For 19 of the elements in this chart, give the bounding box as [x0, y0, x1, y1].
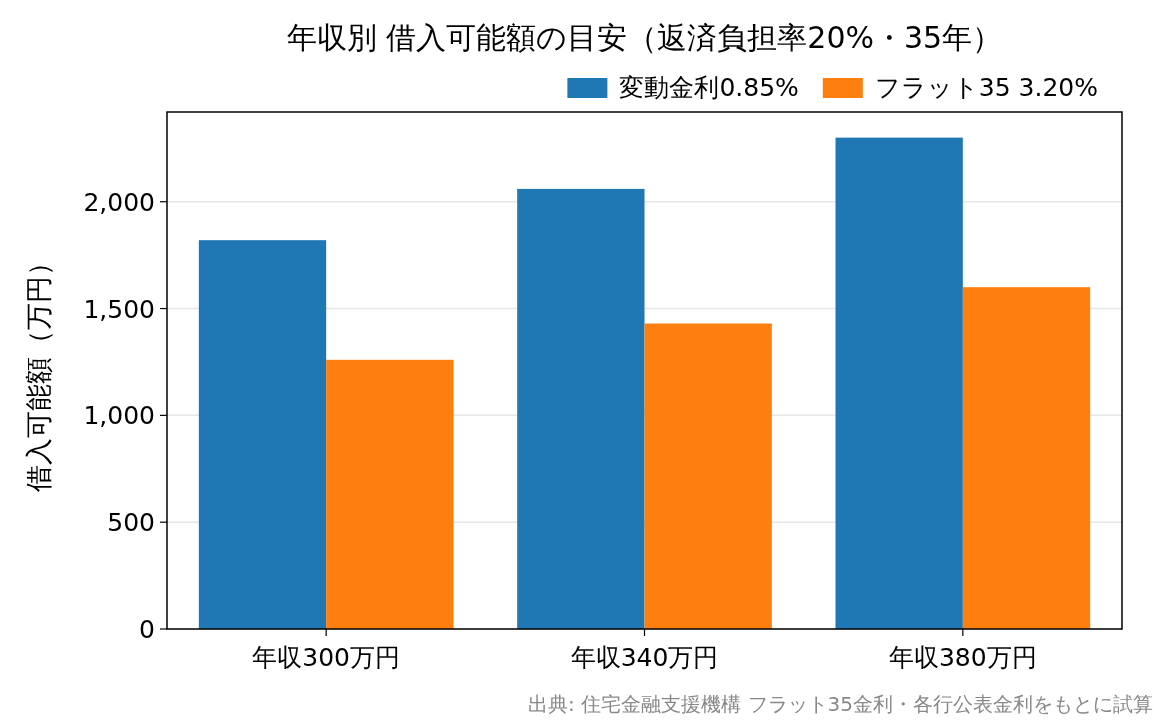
bar [326, 359, 454, 629]
x-tick-label: 年収340万円 [570, 643, 719, 672]
y-tick-label: 0 [139, 615, 155, 644]
source-note: 出典: 住宅金融支援機構 フラット35金利・各行公表金利をもとに試算 [528, 692, 1153, 716]
x-tick-label: 年収380万円 [888, 643, 1037, 672]
y-tick-label: 1,000 [83, 401, 155, 431]
bar [198, 240, 327, 629]
y-axis-title: 借入可能額（万円） [23, 249, 54, 492]
bar [644, 323, 772, 629]
chart-title: 年収別 借入可能額の目安（返済負担率20%・35年） [286, 20, 1003, 55]
bar [962, 287, 1091, 629]
legend-label: 変動金利0.85% [619, 73, 799, 102]
y-tick-label: 2,000 [83, 187, 155, 217]
legend-label: フラット35 3.20% [874, 73, 1098, 102]
bar [835, 137, 963, 629]
x-tick-label: 年収300万円 [252, 643, 401, 672]
bar [517, 188, 645, 629]
y-tick-label: 500 [107, 508, 155, 538]
y-tick-label: 1,500 [83, 294, 155, 324]
